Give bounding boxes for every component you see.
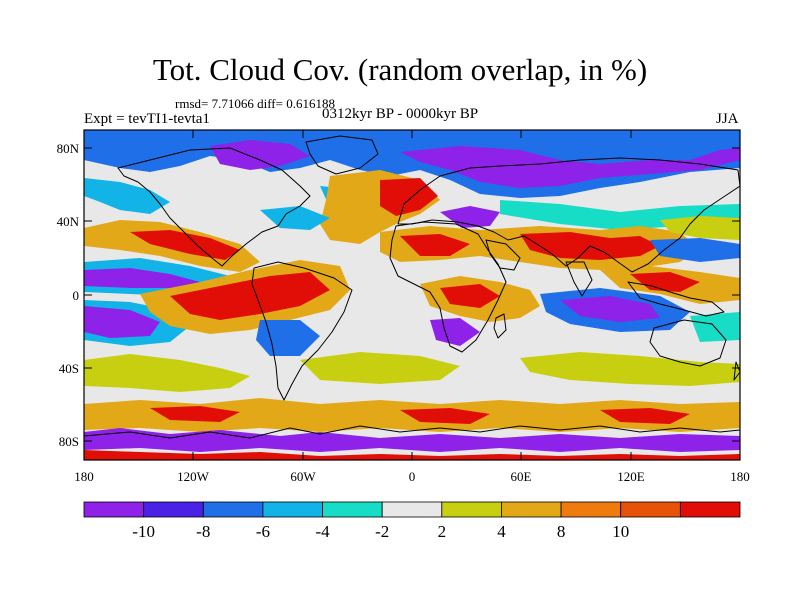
anomaly-patch (630, 272, 700, 292)
coastline-south-america (251, 261, 353, 401)
colorbar-swatch (322, 501, 383, 518)
lat-tick-marks (84, 147, 740, 442)
colorbar-label: 4 (497, 522, 506, 541)
map-plot-area (84, 130, 740, 460)
colorbar-swatch (560, 501, 622, 518)
colorbar-swatch (262, 501, 323, 518)
lon-tick-label: 60E (511, 469, 532, 484)
lat-tick-label: 80S (59, 434, 79, 449)
anomaly-patch (130, 230, 240, 260)
anomaly-patch (560, 296, 660, 322)
anomaly-patch (150, 406, 240, 422)
colorbar-label: 8 (557, 522, 566, 541)
colorbar-swatch (202, 501, 264, 518)
lon-tick-label: 60W (290, 469, 316, 484)
period-label: 0312kyr BP - 0000kyr BP (322, 106, 479, 122)
coastline-arabia (485, 239, 521, 271)
anomaly-patch (300, 352, 460, 384)
rmsd-diff-stats: rmsd= 7.71066 diff= 0.616188 (175, 96, 335, 111)
colorbar-label: -6 (256, 522, 270, 541)
colorbar-label: -10 (132, 522, 155, 541)
anomaly-patch (84, 306, 160, 338)
coastlines (84, 135, 740, 439)
anomaly-patch (84, 354, 250, 392)
anomaly-patch (210, 140, 310, 170)
anomaly-patch (84, 268, 200, 288)
colorbar-swatch (381, 501, 443, 518)
anomaly-patch (84, 178, 170, 214)
colorbar-label: 10 (612, 522, 629, 541)
anomaly-patch (84, 450, 740, 460)
season-label: JJA (716, 111, 739, 127)
coastline-new-zealand (733, 361, 740, 381)
lat-tick-label: 40S (59, 361, 79, 376)
colorbar-label: -8 (196, 522, 210, 541)
anomaly-patch (84, 428, 740, 452)
colorbar-swatch (679, 501, 741, 518)
lon-tick-labels: 180 120W 60W 0 60E 120E 180 (74, 469, 750, 484)
coastline-greenland (305, 135, 379, 175)
lat-tick-label: 40N (57, 214, 80, 229)
colorbar-swatch (501, 501, 562, 518)
colorbar-swatch (143, 501, 204, 518)
colorbar (83, 501, 741, 518)
anomaly-patch (400, 408, 490, 424)
coastline-australia (649, 319, 727, 367)
plot-title: Tot. Cloud Cov. (random overlap, in %) (152, 52, 648, 87)
anomaly-patch (400, 234, 470, 256)
experiment-label: Expt = tevTI1-tevta1 (84, 111, 210, 127)
coastline-africa (389, 221, 507, 353)
colorbar-label: 2 (438, 522, 447, 541)
anomaly-patch (440, 284, 500, 308)
anomaly-patch (430, 318, 480, 346)
colorbar-label: -2 (375, 522, 389, 541)
colorbar-labels: -10 -8 -6 -4 -2 2 4 8 10 (132, 522, 629, 541)
anomaly-patch (256, 320, 320, 356)
coastline-southeast-asia-islands (627, 281, 725, 317)
lat-tick-label: 80N (57, 141, 80, 156)
colorbar-swatch (83, 501, 145, 518)
anomaly-patch (400, 146, 740, 188)
colorbar-swatch (620, 501, 681, 518)
colorbar-label: -4 (315, 522, 330, 541)
lat-tick-labels: 80N 40N 0 40S 80S (57, 141, 80, 449)
anomaly-patch (170, 272, 330, 320)
anomaly-patch (440, 206, 500, 228)
anomaly-patch (660, 216, 740, 240)
lon-tick-label: 180 (74, 469, 94, 484)
lon-tick-label: 0 (409, 469, 416, 484)
lon-tick-label: 120W (177, 469, 210, 484)
anomaly-patch (520, 352, 740, 386)
lat-tick-label: 0 (73, 288, 80, 303)
coastline-india (565, 261, 593, 297)
colorbar-swatch (441, 501, 502, 518)
lon-tick-label: 120E (617, 469, 645, 484)
anomaly-patch (260, 206, 330, 230)
lon-tick-label: 180 (730, 469, 750, 484)
coastline-north-america (117, 147, 311, 267)
lon-tick-marks (83, 130, 741, 460)
anomaly-patch (600, 408, 690, 424)
coastline-antarctica (84, 425, 740, 439)
coastline-madagascar (493, 313, 507, 339)
coastline-eurasia (397, 157, 740, 273)
